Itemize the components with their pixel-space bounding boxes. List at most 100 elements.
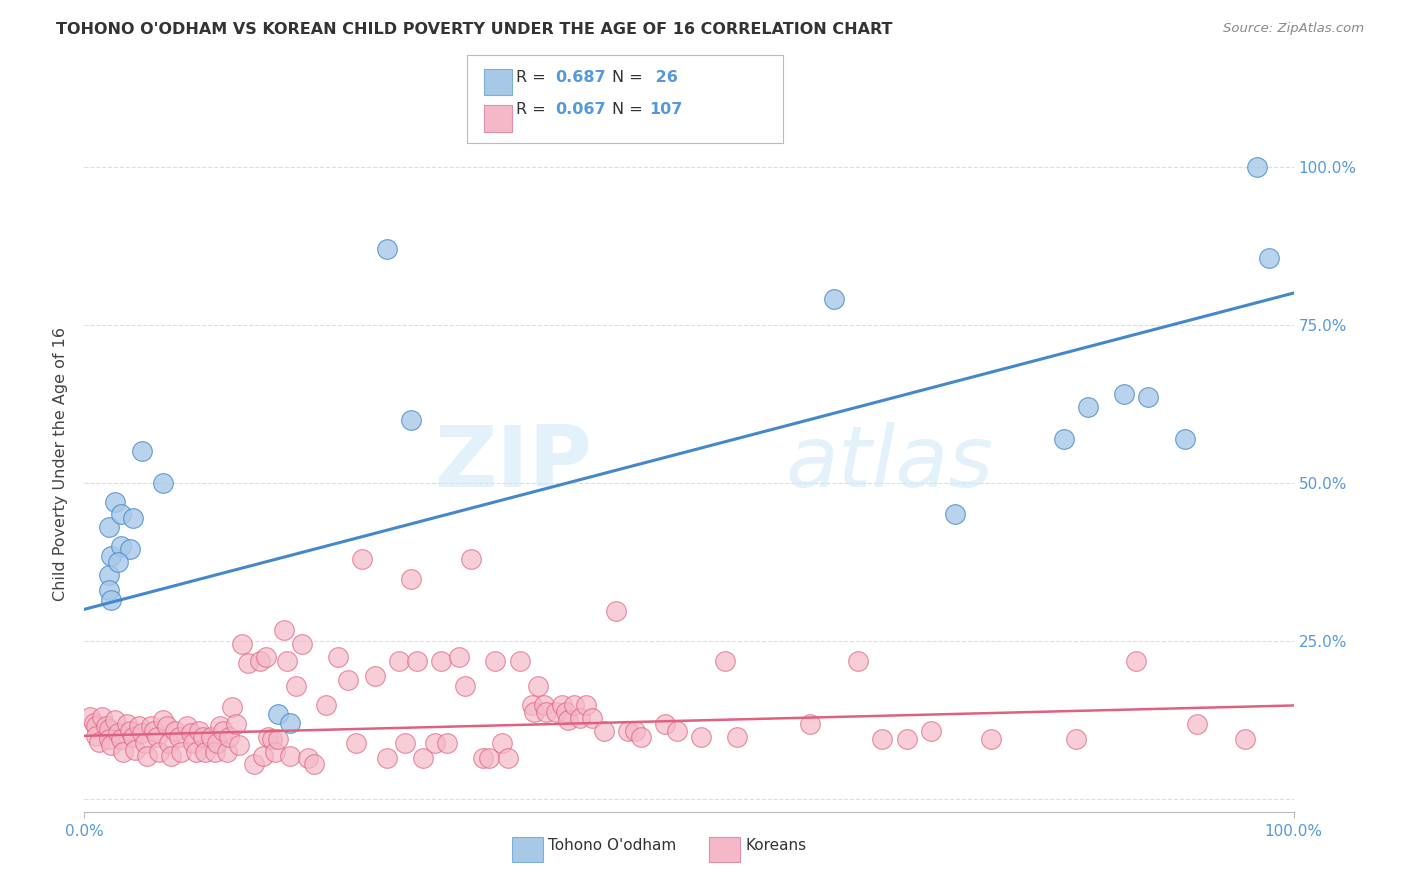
Point bbox=[146, 730, 169, 744]
Point bbox=[460, 551, 482, 566]
Point bbox=[180, 725, 202, 739]
Point bbox=[1114, 387, 1136, 401]
Point bbox=[520, 698, 543, 713]
Point bbox=[257, 730, 280, 744]
Point bbox=[115, 717, 138, 731]
Point bbox=[544, 705, 567, 719]
Point bbox=[231, 637, 253, 651]
Point bbox=[221, 700, 243, 714]
Point bbox=[267, 731, 290, 746]
Point bbox=[83, 716, 105, 731]
Text: R =: R = bbox=[516, 103, 551, 117]
Point bbox=[943, 508, 966, 522]
Point bbox=[690, 730, 713, 744]
Point bbox=[623, 723, 645, 738]
Point bbox=[170, 745, 193, 759]
Point bbox=[896, 731, 918, 746]
Point bbox=[523, 705, 546, 719]
Text: N =: N = bbox=[612, 70, 648, 86]
Point bbox=[315, 698, 337, 713]
Point bbox=[1185, 717, 1208, 731]
Point bbox=[557, 713, 579, 727]
Point bbox=[536, 705, 558, 719]
Point bbox=[593, 723, 616, 738]
Point bbox=[110, 539, 132, 553]
Point bbox=[412, 751, 434, 765]
Point bbox=[527, 680, 550, 694]
Point bbox=[872, 731, 894, 746]
Point bbox=[478, 751, 501, 765]
Point bbox=[165, 723, 187, 738]
Point bbox=[630, 730, 652, 744]
Point bbox=[291, 637, 314, 651]
Point bbox=[1174, 432, 1197, 446]
Point bbox=[86, 729, 108, 743]
Point bbox=[121, 730, 143, 744]
Point bbox=[79, 710, 101, 724]
Point bbox=[107, 725, 129, 739]
Point bbox=[148, 745, 170, 759]
Point bbox=[207, 736, 229, 750]
Text: Tohono O'odham: Tohono O'odham bbox=[548, 838, 676, 854]
Point bbox=[225, 717, 247, 731]
Point bbox=[242, 757, 264, 772]
Point bbox=[423, 736, 446, 750]
Point bbox=[276, 654, 298, 668]
Point bbox=[399, 572, 422, 586]
Point bbox=[97, 731, 120, 746]
Point bbox=[194, 745, 217, 759]
Point bbox=[491, 736, 513, 750]
Point bbox=[472, 751, 495, 765]
Point bbox=[654, 717, 676, 731]
Point bbox=[87, 735, 110, 749]
Point bbox=[181, 736, 204, 750]
Point bbox=[328, 649, 350, 664]
Point bbox=[665, 723, 688, 738]
Point bbox=[143, 723, 166, 738]
Point bbox=[1064, 731, 1087, 746]
Point bbox=[533, 698, 555, 713]
Point bbox=[191, 730, 214, 744]
Point bbox=[215, 745, 238, 759]
Text: N =: N = bbox=[612, 103, 648, 117]
Text: R =: R = bbox=[516, 70, 551, 86]
Y-axis label: Child Poverty Under the Age of 16: Child Poverty Under the Age of 16 bbox=[53, 326, 69, 601]
Point bbox=[100, 549, 122, 563]
Point bbox=[1125, 654, 1147, 668]
Point bbox=[399, 412, 422, 426]
Point bbox=[120, 723, 142, 738]
Text: Koreans: Koreans bbox=[745, 838, 806, 854]
Point bbox=[124, 743, 146, 757]
Point bbox=[254, 649, 277, 664]
Point bbox=[1234, 731, 1257, 746]
Point bbox=[388, 654, 411, 668]
Point bbox=[120, 542, 142, 557]
Point bbox=[152, 475, 174, 490]
Point bbox=[449, 649, 471, 664]
Point bbox=[1258, 252, 1281, 266]
Point bbox=[562, 698, 585, 713]
Point bbox=[430, 654, 453, 668]
Point bbox=[375, 751, 398, 765]
Point bbox=[714, 654, 737, 668]
Point bbox=[394, 736, 416, 750]
Point bbox=[346, 736, 368, 750]
Point bbox=[725, 730, 748, 744]
Point bbox=[204, 745, 226, 759]
Point bbox=[208, 719, 231, 733]
Point bbox=[799, 717, 821, 731]
Point bbox=[184, 745, 207, 759]
Point bbox=[131, 444, 153, 458]
Point bbox=[176, 719, 198, 733]
Point bbox=[249, 654, 271, 668]
Text: TOHONO O'ODHAM VS KOREAN CHILD POVERTY UNDER THE AGE OF 16 CORRELATION CHART: TOHONO O'ODHAM VS KOREAN CHILD POVERTY U… bbox=[56, 22, 893, 37]
Point bbox=[273, 623, 295, 637]
Point bbox=[278, 716, 301, 731]
Point bbox=[363, 669, 385, 683]
Point bbox=[139, 719, 162, 733]
Point bbox=[86, 719, 108, 733]
Point bbox=[336, 673, 359, 688]
Point bbox=[155, 719, 177, 733]
Point bbox=[97, 567, 120, 582]
Point bbox=[1053, 432, 1076, 446]
